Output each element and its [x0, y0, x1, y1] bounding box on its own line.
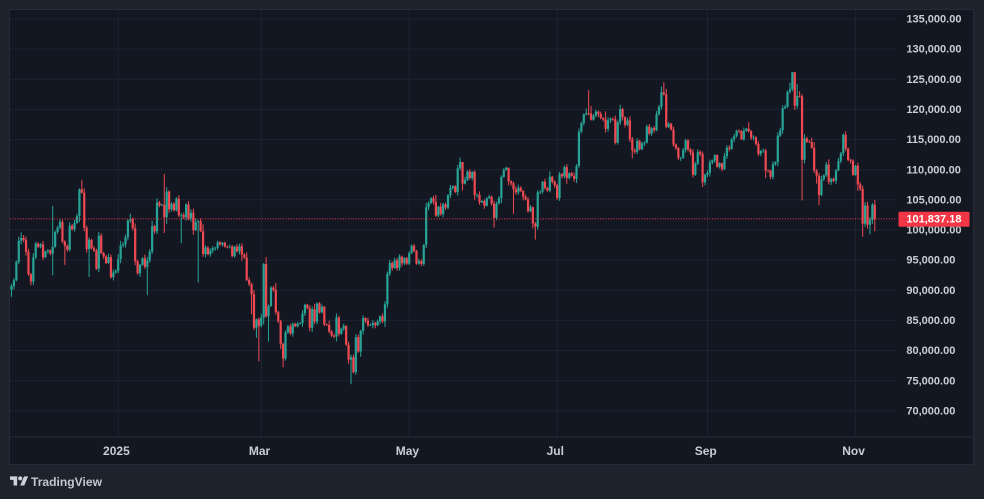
svg-text:70,000.00: 70,000.00 [906, 405, 955, 417]
svg-text:95,000.00: 95,000.00 [906, 255, 955, 267]
svg-text:130,000.00: 130,000.00 [906, 44, 961, 56]
svg-text:105,000.00: 105,000.00 [906, 194, 961, 206]
svg-text:135,000.00: 135,000.00 [906, 14, 961, 26]
svg-text:110,000.00: 110,000.00 [906, 164, 960, 176]
svg-text:125,000.00: 125,000.00 [906, 74, 961, 86]
svg-text:115,000.00: 115,000.00 [906, 134, 960, 146]
svg-text:Mar: Mar [249, 444, 271, 458]
svg-text:75,000.00: 75,000.00 [906, 375, 955, 387]
svg-text:Jul: Jul [547, 444, 564, 458]
svg-text:90,000.00: 90,000.00 [906, 285, 955, 297]
svg-text:101,837.18: 101,837.18 [906, 214, 961, 226]
svg-text:100,000.00: 100,000.00 [906, 225, 961, 237]
svg-text:TradingView: TradingView [31, 475, 103, 489]
svg-text:80,000.00: 80,000.00 [906, 345, 955, 357]
svg-text:2025: 2025 [103, 444, 130, 458]
svg-text:85,000.00: 85,000.00 [906, 315, 955, 327]
svg-text:May: May [396, 444, 420, 458]
svg-text:Sep: Sep [695, 444, 717, 458]
svg-text:Nov: Nov [842, 444, 865, 458]
svg-text:120,000.00: 120,000.00 [906, 104, 961, 116]
